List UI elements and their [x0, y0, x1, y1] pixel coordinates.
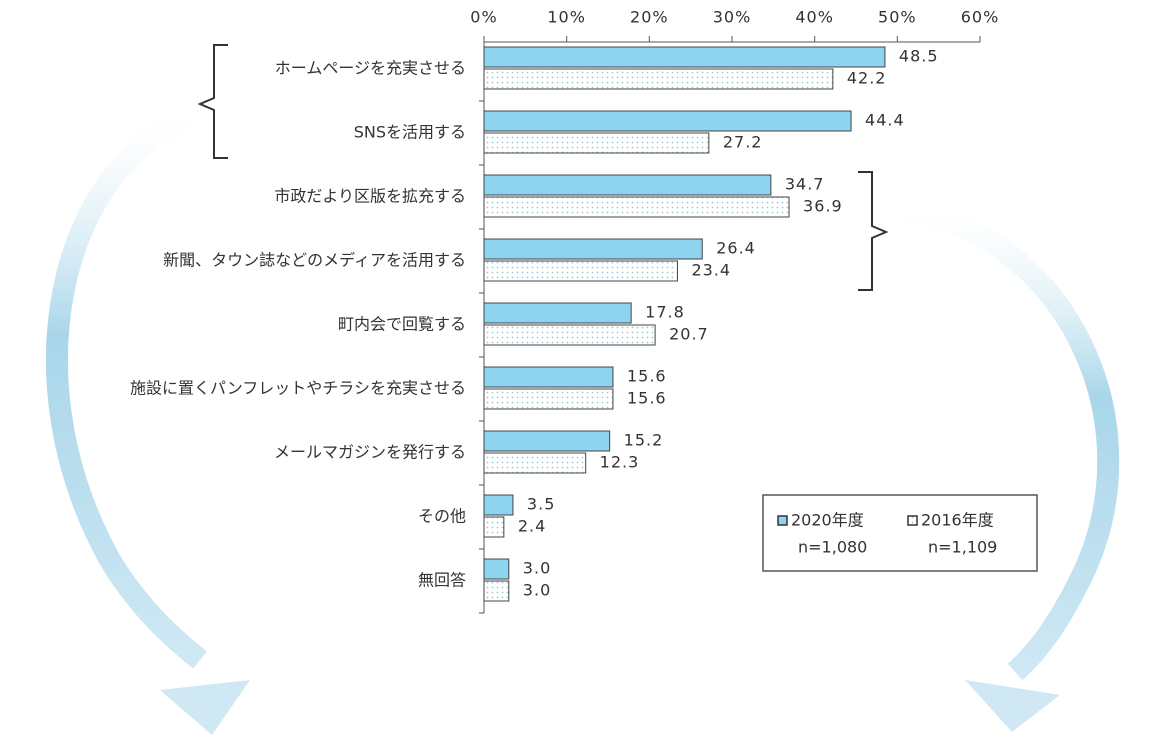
y-tick-label: 新聞、タウン誌などのメディアを活用する: [163, 251, 466, 270]
legend-label: 2016年度: [921, 511, 994, 530]
y-tick-label: ホームページを充実させる: [275, 59, 466, 78]
value-label: 15.2: [624, 431, 664, 450]
y-tick-label: メールマガジンを発行する: [274, 443, 466, 462]
arrow-left: [45, 107, 207, 669]
legend-swatch: [777, 515, 788, 526]
x-tick-label: 10%: [547, 8, 586, 27]
value-label: 26.4: [716, 239, 756, 258]
legend-label: 2020年度: [791, 511, 864, 530]
legend-swatch: [907, 515, 918, 526]
value-label: 12.3: [600, 453, 640, 472]
value-label: 20.7: [669, 325, 709, 344]
bar: [483, 302, 632, 324]
bar: [483, 494, 514, 516]
value-label: 3.0: [523, 581, 551, 600]
value-label: 23.4: [691, 261, 731, 280]
bar: [483, 366, 614, 388]
bracket-left: [197, 44, 228, 159]
value-label: 3.5: [527, 495, 555, 514]
x-tick-label: 0%: [470, 8, 497, 27]
arrow-left-head: [160, 680, 250, 735]
value-label: 42.2: [847, 69, 887, 88]
value-label: 2.4: [518, 517, 546, 536]
bar: [483, 238, 703, 260]
bar: [483, 132, 710, 154]
bar: [483, 260, 678, 282]
legend-note: n=1,080: [798, 538, 867, 557]
bar: [483, 516, 505, 538]
bar: [483, 452, 587, 474]
bar: [483, 324, 656, 346]
value-label: 44.4: [865, 111, 905, 130]
bracket-right: [858, 171, 889, 291]
value-label: 15.6: [627, 389, 667, 408]
bar: [483, 46, 886, 68]
arrow-right-head: [965, 680, 1060, 732]
legend-note: n=1,109: [928, 538, 997, 557]
value-label: 3.0: [523, 559, 551, 578]
decor-arrows: [45, 107, 1120, 735]
value-label: 27.2: [723, 133, 763, 152]
x-tick-label: 30%: [713, 8, 752, 27]
y-tick-label: 無回答: [418, 571, 466, 590]
bar: [483, 580, 510, 602]
bar: [483, 68, 834, 90]
value-label: 36.9: [803, 197, 843, 216]
y-tick-label: 町内会で回覧する: [338, 315, 466, 334]
y-tick-label: その他: [418, 507, 466, 526]
bar: [483, 558, 510, 580]
arrow-right: [903, 201, 1120, 681]
value-label: 34.7: [785, 175, 825, 194]
x-tick-label: 50%: [878, 8, 917, 27]
legend-box: [762, 494, 1038, 572]
bar: [483, 196, 790, 218]
brackets: [197, 44, 889, 291]
x-tick-label: 60%: [961, 8, 1000, 27]
value-label: 48.5: [899, 47, 939, 66]
y-tick-label: SNSを活用する: [354, 123, 466, 142]
bar: [483, 388, 614, 410]
value-label: 15.6: [627, 367, 667, 386]
bar: [483, 430, 611, 452]
bar: [483, 110, 852, 132]
x-tick-label: 20%: [630, 8, 669, 27]
value-label: 17.8: [645, 303, 685, 322]
y-tick-label: 市政だより区版を拡充する: [274, 187, 466, 206]
x-tick-label: 40%: [795, 8, 834, 27]
bar: [483, 174, 772, 196]
y-tick-label: 施設に置くパンフレットやチラシを充実させる: [130, 379, 466, 398]
